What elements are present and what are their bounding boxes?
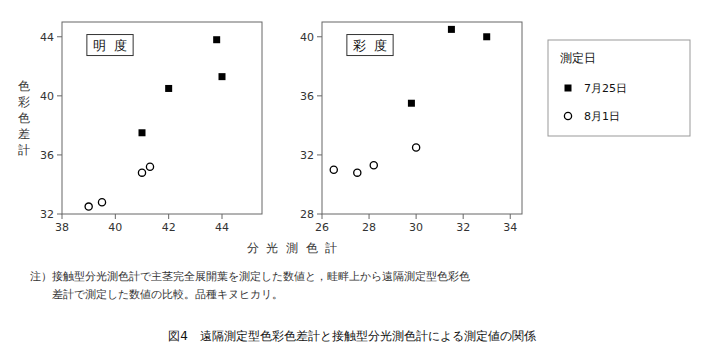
x-tick bbox=[168, 214, 169, 219]
x-tick bbox=[322, 214, 323, 219]
subplot-title: 明 度 bbox=[93, 38, 127, 53]
y-tick-label: 36 bbox=[40, 149, 54, 162]
y-axis-label: 色彩色差計 bbox=[18, 79, 30, 157]
y-tick-label: 28 bbox=[300, 208, 314, 221]
note: 注）接触型分光測色計で主茎完全展開葉を測定した数値と，畦畔上から遠隔測定型色彩色 bbox=[30, 270, 470, 283]
x-tick-label: 40 bbox=[108, 221, 122, 234]
subplot: 2628303234283236407月25日8月1日彩 度 bbox=[300, 22, 522, 234]
series: 8月1日 bbox=[330, 144, 420, 176]
legend-title: 測定日 bbox=[560, 51, 596, 65]
legend-label: 7月25日 bbox=[584, 82, 627, 95]
x-tick bbox=[62, 214, 63, 219]
point bbox=[448, 26, 455, 33]
y-tick-label: 32 bbox=[300, 149, 314, 162]
y-tick bbox=[57, 154, 62, 155]
y-tick-label: 32 bbox=[40, 208, 54, 221]
series: 7月25日 bbox=[139, 36, 226, 136]
title-frame bbox=[87, 35, 133, 56]
point bbox=[354, 169, 361, 176]
legend-frame bbox=[548, 40, 690, 136]
point bbox=[370, 162, 377, 169]
point bbox=[165, 85, 172, 92]
point bbox=[139, 129, 146, 136]
subplot-title-box: 明 度 bbox=[87, 35, 133, 56]
title-frame bbox=[347, 35, 393, 56]
point bbox=[85, 203, 92, 210]
subplot-title-box: 彩 度 bbox=[347, 35, 393, 56]
y-tick-label: 36 bbox=[300, 90, 314, 103]
y-tick bbox=[57, 36, 62, 37]
point bbox=[98, 199, 105, 206]
legend-marker bbox=[564, 112, 571, 119]
plot-frame bbox=[62, 22, 262, 214]
subplot-title: 彩 度 bbox=[353, 38, 387, 53]
marks: 7月25日 8月1日 bbox=[85, 36, 225, 210]
point bbox=[213, 36, 220, 43]
y-axis-label-line: 計 bbox=[18, 143, 30, 157]
point bbox=[138, 169, 145, 176]
legend: 測定日 7月25日 8月1日 bbox=[548, 40, 690, 136]
y-axis-label-line: 色 bbox=[18, 79, 30, 93]
y-axis-label-line: 色 bbox=[18, 111, 30, 125]
plot-area bbox=[322, 22, 522, 214]
x-tick-label: 34 bbox=[503, 221, 517, 234]
x-tick-label: 32 bbox=[456, 221, 470, 234]
figure-caption: 図4 遠隔測定型色彩色差計と接触型分光測色計による測定値の関係 bbox=[168, 329, 536, 343]
plot-frame bbox=[322, 22, 522, 214]
x-tick-label: 28 bbox=[362, 221, 376, 234]
x-axis-label: 分 光 測 色 計 bbox=[247, 241, 338, 255]
background bbox=[0, 0, 704, 358]
y-axis-label-line: 差 bbox=[18, 127, 30, 141]
x-tick bbox=[222, 214, 223, 219]
y-tick-label: 40 bbox=[40, 90, 54, 103]
plot-area bbox=[62, 22, 262, 214]
x-tick bbox=[115, 214, 116, 219]
y-tick-label: 40 bbox=[300, 31, 314, 44]
y-tick bbox=[317, 36, 322, 37]
marks: 7月25日 8月1日 bbox=[330, 26, 490, 176]
legend-label: 8月1日 bbox=[584, 110, 620, 123]
x-tick-label: 30 bbox=[409, 221, 423, 234]
point bbox=[413, 144, 420, 151]
x-tick bbox=[369, 214, 370, 219]
x-tick-label: 44 bbox=[215, 221, 229, 234]
y-tick bbox=[57, 214, 62, 215]
legend-marker bbox=[565, 85, 572, 92]
point bbox=[330, 166, 337, 173]
x-tick-label: 26 bbox=[315, 221, 329, 234]
point bbox=[219, 73, 226, 80]
y-tick-label: 44 bbox=[40, 31, 54, 44]
series: 7月25日 bbox=[408, 26, 490, 107]
x-tick-label: 42 bbox=[162, 221, 176, 234]
x-tick bbox=[463, 214, 464, 219]
subplot: 38 40 42 44 32 36 40 44 7月25日 8月1日 明 度 bbox=[40, 22, 262, 234]
x-tick-label: 38 bbox=[55, 221, 69, 234]
y-tick bbox=[317, 154, 322, 155]
point bbox=[483, 33, 490, 40]
note: 差計で測定した数値の比較。品種キヌヒカリ。 bbox=[30, 288, 283, 301]
point bbox=[408, 100, 415, 107]
y-tick bbox=[57, 95, 62, 96]
series: 8月1日 bbox=[85, 163, 154, 210]
point bbox=[146, 163, 153, 170]
y-axis-label-line: 彩 bbox=[18, 95, 30, 109]
y-tick bbox=[317, 95, 322, 96]
x-tick bbox=[510, 214, 511, 219]
x-tick bbox=[416, 214, 417, 219]
chart: 38404244323640447月25日8月1日明 度262830323428… bbox=[0, 0, 704, 358]
y-tick bbox=[317, 214, 322, 215]
